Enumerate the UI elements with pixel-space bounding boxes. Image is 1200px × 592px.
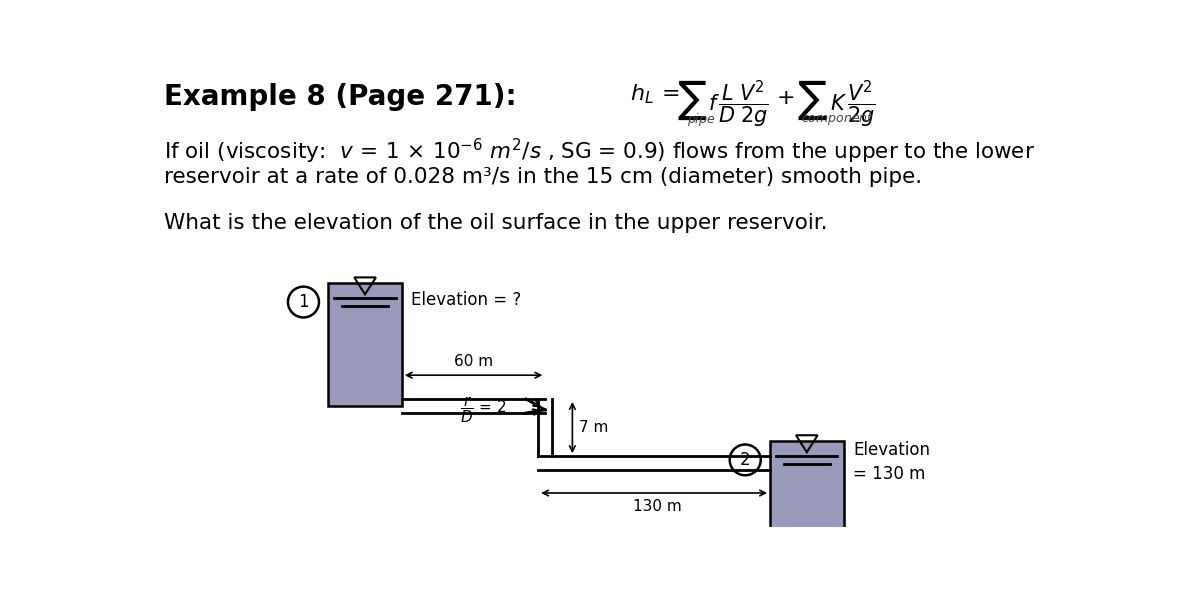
- Text: If oil (viscosity:  $v\,=\,1\,\times\,10^{-6}\ m^2/s$ , SG = 0.9) flows from the: If oil (viscosity: $v\,=\,1\,\times\,10^…: [164, 137, 1036, 166]
- Text: $f\,\dfrac{L\;V^2}{D\;2g}$: $f\,\dfrac{L\;V^2}{D\;2g}$: [708, 79, 769, 130]
- Text: Elevation = ?: Elevation = ?: [412, 291, 522, 309]
- Text: $pipe$: $pipe$: [688, 111, 715, 128]
- Text: $component$: $component$: [802, 111, 874, 127]
- Text: $K\,\dfrac{V^2}{2g}$: $K\,\dfrac{V^2}{2g}$: [830, 79, 876, 130]
- Text: $\sum$: $\sum$: [677, 79, 707, 122]
- Text: Example 8 (Page 271):: Example 8 (Page 271):: [164, 83, 516, 111]
- Text: $h_L\,=$: $h_L\,=$: [630, 83, 680, 106]
- Text: $+$: $+$: [776, 88, 794, 108]
- Text: 7 m: 7 m: [578, 420, 608, 435]
- Text: What is the elevation of the oil surface in the upper reservoir.: What is the elevation of the oil surface…: [164, 214, 828, 233]
- Text: 130 m: 130 m: [634, 499, 682, 514]
- Bar: [770, 440, 844, 540]
- Text: reservoir at a rate of 0.028 m³/s in the 15 cm (diameter) smooth pipe.: reservoir at a rate of 0.028 m³/s in the…: [164, 168, 922, 187]
- Text: $\sum$: $\sum$: [797, 79, 827, 122]
- Text: 2: 2: [740, 451, 750, 469]
- Bar: [329, 283, 402, 406]
- Text: 1: 1: [298, 293, 308, 311]
- Text: Elevation
= 130 m: Elevation = 130 m: [853, 442, 930, 483]
- Text: 60 m: 60 m: [454, 354, 493, 369]
- Text: $\dfrac{r}{D}$ = 2: $\dfrac{r}{D}$ = 2: [460, 394, 506, 425]
